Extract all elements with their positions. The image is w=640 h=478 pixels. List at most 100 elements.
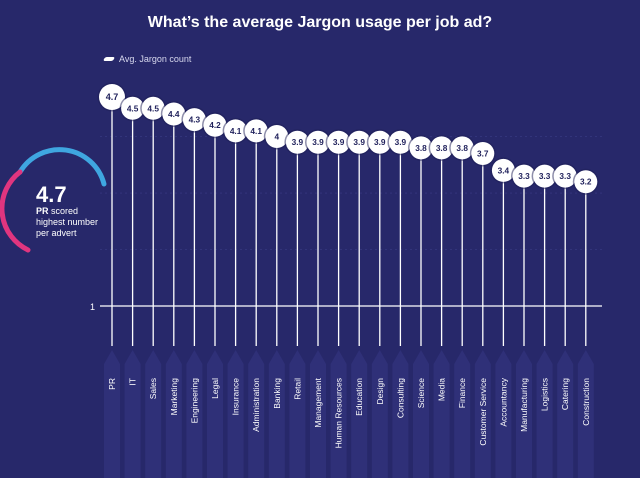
category-band xyxy=(248,350,265,478)
data-label: 4.7 xyxy=(106,92,119,102)
x-tick-label: Legal xyxy=(210,378,220,399)
category-band xyxy=(516,350,532,478)
x-tick-label: Human Resources xyxy=(334,378,344,448)
x-tick-label: Retail xyxy=(292,378,302,400)
x-tick-label: Media xyxy=(437,378,447,401)
x-tick-label: Customer Service xyxy=(478,378,488,446)
x-tick-label: Manufacturing xyxy=(519,378,529,432)
data-label: 3.8 xyxy=(456,143,468,153)
category-band xyxy=(413,350,429,478)
x-tick-label: Science xyxy=(416,378,426,409)
lollipop-bubble xyxy=(265,125,289,149)
data-label: 3.3 xyxy=(559,171,571,181)
data-label: 3.9 xyxy=(353,137,365,147)
x-tick-label: Banking xyxy=(272,378,282,409)
chart-title: What’s the average Jargon usage per job … xyxy=(147,14,493,31)
x-tick-label: Catering xyxy=(560,378,570,410)
callout-ring-blue xyxy=(17,147,107,187)
category-band xyxy=(454,350,471,478)
category-band xyxy=(104,350,120,478)
data-label: 4.4 xyxy=(168,109,180,119)
lollipop-bubble xyxy=(203,113,227,137)
data-label: 3.8 xyxy=(436,143,448,153)
x-tick-label: Consulting xyxy=(395,378,405,418)
data-label: 3.9 xyxy=(292,137,304,147)
lollipop-bubble xyxy=(471,141,495,165)
data-label: 3.9 xyxy=(333,137,345,147)
x-tick-label: Accountancy xyxy=(498,377,508,426)
category-band xyxy=(392,350,409,478)
data-label: 3.9 xyxy=(395,137,407,147)
lollipop-bubble xyxy=(574,170,598,194)
x-tick-label: Logistics xyxy=(540,378,550,411)
lollipop-bubble xyxy=(409,136,433,160)
lollipop-bubble xyxy=(285,130,309,154)
data-label: 4 xyxy=(274,132,279,142)
legend: Avg. Jargon count xyxy=(102,54,192,64)
data-label: 3.3 xyxy=(518,171,530,181)
category-band xyxy=(207,350,223,478)
category-band xyxy=(536,350,553,478)
callout-rings xyxy=(0,147,107,253)
lollipop-bubble xyxy=(512,164,536,188)
lollipop-bubble xyxy=(368,130,392,154)
category-band xyxy=(124,350,141,478)
category-band xyxy=(310,350,326,478)
lollipop-bubble xyxy=(327,130,351,154)
x-tick-label: IT xyxy=(128,378,138,386)
data-label: 4.1 xyxy=(230,126,242,136)
y-tick-label: 1 xyxy=(90,302,95,312)
callout-line2: highest number xyxy=(36,217,99,227)
x-tick-label: Design xyxy=(375,378,385,405)
lollipop-bubble xyxy=(347,130,371,154)
callout-ring-pink xyxy=(0,169,31,253)
x-tick-label: Construction xyxy=(581,378,591,426)
category-band xyxy=(474,350,491,478)
data-label: 4.3 xyxy=(189,115,201,125)
x-tick-label: Sales xyxy=(148,378,158,399)
lollipop-bubble xyxy=(162,102,186,126)
x-tick-label: Administration xyxy=(251,378,261,432)
lollipop-bubble xyxy=(182,108,206,132)
data-label: 3.3 xyxy=(539,171,551,181)
data-label: 4.2 xyxy=(209,120,221,130)
category-band xyxy=(371,350,388,478)
x-tick-label: Education xyxy=(354,378,364,416)
data-label: 3.9 xyxy=(312,137,324,147)
legend-label: Avg. Jargon count xyxy=(119,54,192,64)
lollipop-bubble xyxy=(430,136,454,160)
data-label: 3.2 xyxy=(580,177,592,187)
category-band xyxy=(165,350,182,478)
x-tick-label: Insurance xyxy=(231,378,241,416)
callout-bold: PR xyxy=(36,206,49,216)
lollipop-bubble xyxy=(533,164,557,188)
data-label: 3.7 xyxy=(477,148,489,158)
category-band xyxy=(351,350,368,478)
category-band xyxy=(433,350,450,478)
data-label: 3.9 xyxy=(374,137,386,147)
category-band xyxy=(289,350,306,478)
data-label: 4.1 xyxy=(250,126,262,136)
x-tick-label: Finance xyxy=(457,378,467,409)
category-band xyxy=(495,350,512,478)
category-band xyxy=(268,350,285,478)
data-label: 3.4 xyxy=(498,165,510,175)
category-band xyxy=(186,350,203,478)
x-tick-label: Management xyxy=(313,377,323,427)
x-tick-label: Marketing xyxy=(169,378,179,416)
lollipop-bubble xyxy=(450,136,474,160)
data-label: 4.5 xyxy=(147,103,159,113)
category-band xyxy=(227,350,244,478)
lollipop-bubble xyxy=(306,130,330,154)
lollipop-bubble xyxy=(99,84,125,110)
data-label: 4.5 xyxy=(127,103,139,113)
lollipop-bubble xyxy=(491,158,515,182)
lollipop-bubble xyxy=(553,164,577,188)
category-band xyxy=(577,350,594,478)
lollipop-bubble xyxy=(121,96,145,120)
lollipop-bubble xyxy=(224,119,248,143)
x-tick-label: PR xyxy=(107,378,117,390)
lollipop-bubble xyxy=(244,119,268,143)
callout-line1: scored xyxy=(48,206,79,216)
